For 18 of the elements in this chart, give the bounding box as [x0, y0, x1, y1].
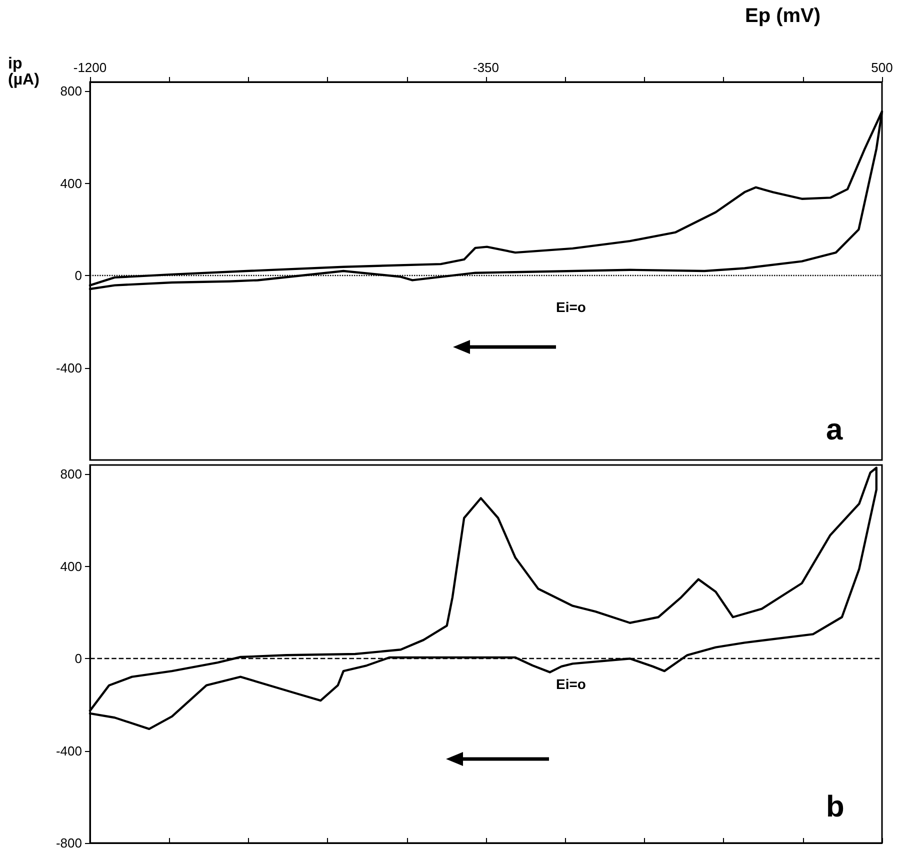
y-tick-label: 400	[60, 558, 82, 574]
y-axis-title: ip (µA)	[8, 56, 40, 88]
y-tick-label: 800	[60, 84, 82, 99]
y-tick-label: -800	[56, 836, 82, 850]
annotation: Ei=o	[556, 299, 586, 315]
y-tick-label: 800	[60, 466, 82, 482]
y-tick-label: 400	[60, 176, 82, 191]
y-tick-label: -400	[56, 360, 82, 376]
y-tick-label: -400	[56, 743, 82, 758]
x-tick-label: -1200	[73, 60, 107, 75]
x-tick-label: -350	[472, 60, 500, 75]
annotation: b	[826, 790, 844, 824]
annotation: a	[826, 414, 843, 446]
y-tick-label: 0	[74, 651, 82, 666]
y-tick-label: 0	[74, 268, 82, 284]
x-tick-label: 500	[871, 60, 893, 75]
x-axis-title: Ep (mV)	[745, 5, 821, 27]
annotation: Ei=o	[556, 676, 586, 692]
